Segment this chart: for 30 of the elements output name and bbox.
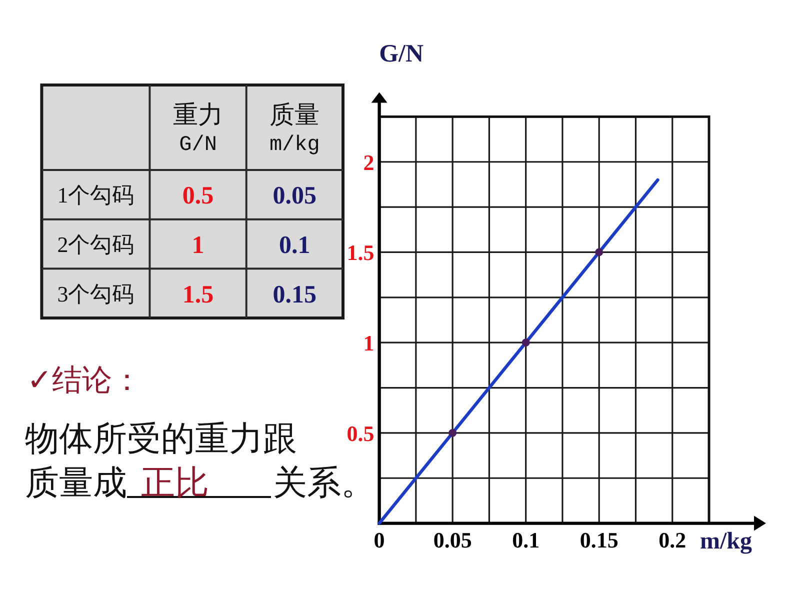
category-label: 1个勾码	[57, 182, 134, 208]
x-tick-label: 0	[374, 527, 385, 552]
text: 质量成	[25, 465, 127, 502]
x-axis-title: m/kg	[700, 528, 752, 554]
data-label: 1	[192, 232, 204, 259]
x-tick-label: 0.05	[433, 527, 472, 552]
point	[595, 248, 604, 256]
data-label: 1.5	[182, 281, 214, 308]
data-label: 0.1	[279, 232, 310, 259]
y-tick-label: 0.5	[346, 420, 374, 446]
text: ✓结论：	[27, 364, 142, 397]
x-tick-label: 0.2	[658, 527, 686, 552]
text: 关系。	[273, 465, 375, 502]
point	[448, 428, 457, 437]
y-tick-label: 2	[363, 150, 374, 175]
y-tick-label: 1	[363, 330, 374, 356]
data-label: 0.05	[272, 182, 317, 210]
x-tick-label: 0.1	[512, 527, 540, 552]
y-axis-title: G/N	[379, 40, 424, 68]
x-tick-label: 0.15	[580, 527, 618, 552]
text: 正比	[141, 465, 209, 502]
point	[522, 338, 530, 347]
category-label: 3个勾码	[57, 281, 134, 306]
category-label: 2个勾码	[57, 232, 134, 257]
y-tick-label: 1.5	[346, 240, 374, 266]
text: 质量 m/kg	[269, 102, 320, 157]
data-label: 0.15	[272, 281, 317, 308]
text: 物体所受的重力跟	[25, 421, 297, 458]
data-label: 0.5	[182, 182, 214, 210]
series-label: 重力 G/N	[173, 102, 224, 157]
